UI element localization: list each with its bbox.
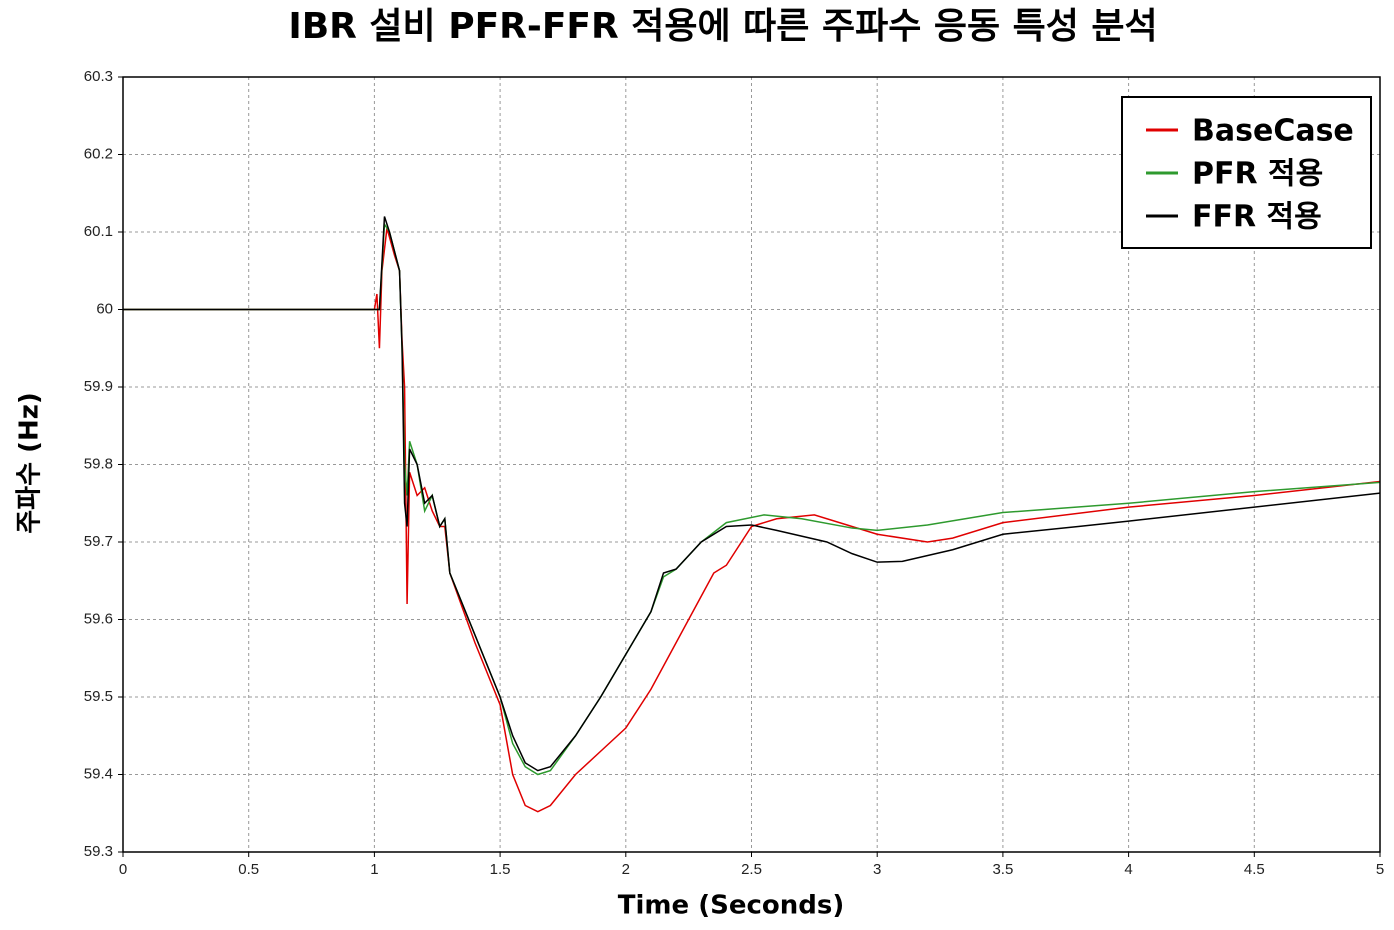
- plot-frame: [122, 76, 1381, 853]
- x-tick-label: 3.5: [992, 861, 1013, 878]
- x-axis-label: Time (Seconds): [618, 891, 844, 921]
- x-tick-label: 4.5: [1244, 861, 1265, 878]
- x-tick-label: 0: [119, 861, 127, 878]
- x-tick-label: 2.5: [741, 861, 762, 878]
- legend-label: FFR 적용: [1192, 200, 1322, 235]
- y-tick-label: 59.7: [84, 533, 113, 550]
- y-tick-label: 59.5: [84, 688, 113, 705]
- y-tick-label: 59.9: [84, 378, 113, 395]
- grid: 59.3 59.4 59.5 59.6 59.7 59.8 59.9 60 60.1 60.2 60…: [84, 68, 1384, 878]
- y-tick-label: 60.1: [84, 223, 113, 240]
- x-tick-label: 0.5: [238, 861, 259, 878]
- legend-label: PFR 적용: [1192, 157, 1323, 192]
- y-axis-label: 주파수 (Hz): [15, 392, 45, 533]
- y-tick-label: 59.3: [84, 843, 113, 860]
- y-tick-label: 59.8: [84, 455, 113, 472]
- x-tick-label: 1.5: [490, 861, 511, 878]
- chart-title: IBR 설비 PFR-FFR 적용에 따른 주파수 응동 특성 분석: [288, 6, 1157, 47]
- y-tick-label: 59.6: [84, 610, 113, 627]
- series-line: [123, 216, 1381, 772]
- x-tick-label: 2: [622, 861, 630, 878]
- series-line: [123, 227, 1381, 813]
- x-tick-label: 5: [1376, 861, 1384, 878]
- legend: BaseCase PFR 적용 FFR 적용: [1121, 96, 1372, 249]
- y-tick-label: 60: [96, 300, 113, 317]
- legend-label: BaseCase: [1192, 114, 1354, 149]
- y-tick-label: 60.2: [84, 145, 113, 162]
- y-tick-label: 59.4: [84, 765, 113, 782]
- y-tick-label: 60.3: [84, 68, 113, 85]
- x-tick-label: 4: [1124, 861, 1132, 878]
- lines: [123, 216, 1381, 813]
- x-tick-label: 3: [873, 861, 881, 878]
- x-tick-label: 1: [370, 861, 378, 878]
